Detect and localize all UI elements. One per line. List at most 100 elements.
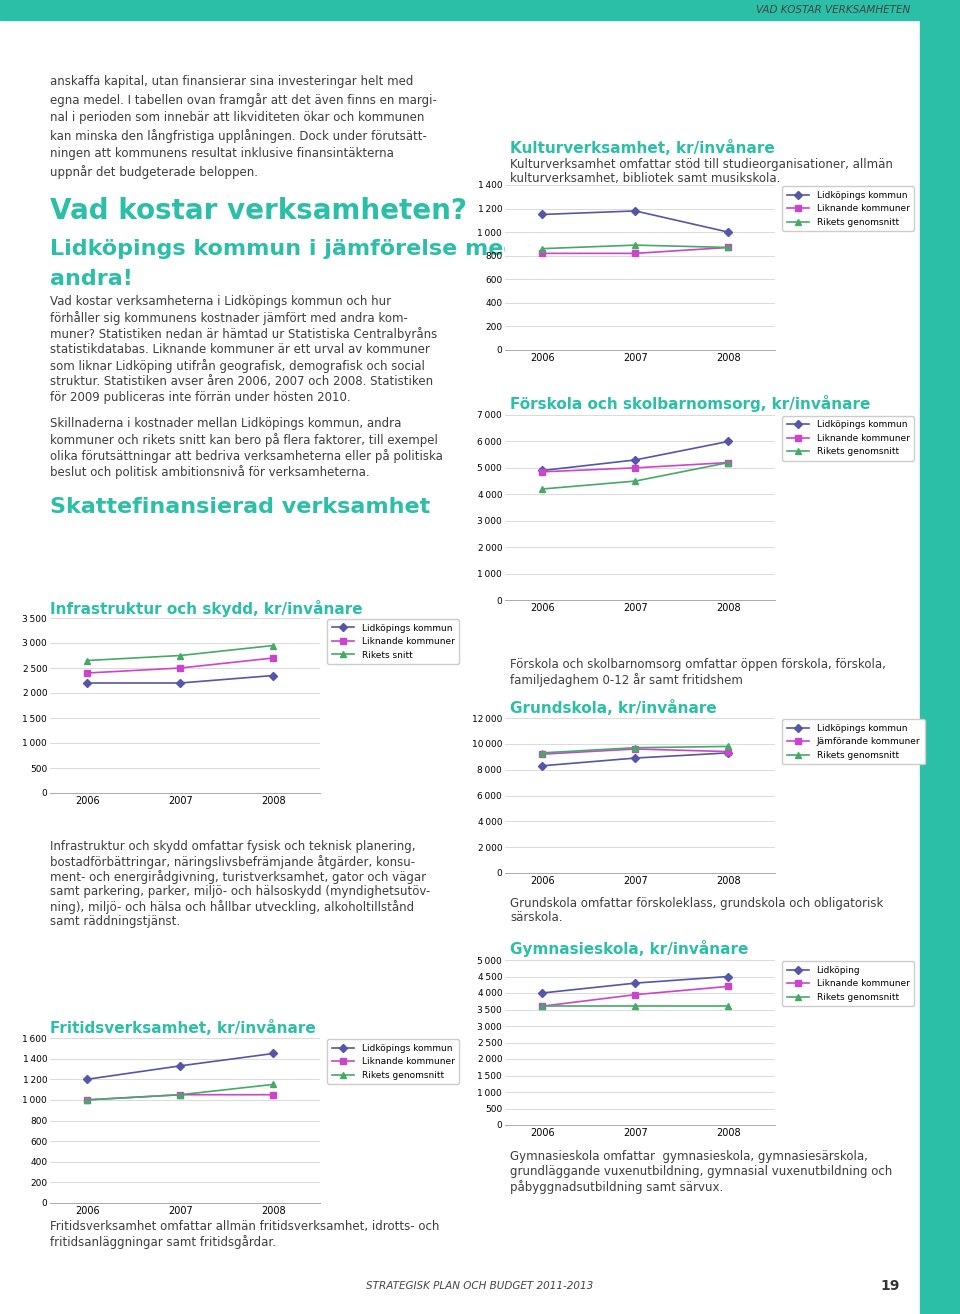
Bar bbox=[0, 0, 960, 20]
Lidköpings kommun bbox=[723, 225, 734, 240]
Legend: Lidköpings kommun, Liknande kommuner, Rikets genomsnitt: Lidköpings kommun, Liknande kommuner, Ri… bbox=[327, 1039, 459, 1084]
Line: Liknande kommuner: Liknande kommuner bbox=[84, 656, 276, 675]
Line: Lidköpings kommun: Lidköpings kommun bbox=[84, 673, 276, 686]
Jämförande kommuner bbox=[537, 746, 548, 762]
Line: Rikets genomsnitt: Rikets genomsnitt bbox=[540, 460, 732, 491]
Rikets genomsnitt bbox=[82, 1092, 93, 1108]
Rikets genomsnitt bbox=[723, 999, 734, 1014]
Text: bostadförbättringar, näringslivsbefrämjande åtgärder, konsu-: bostadförbättringar, näringslivsbefrämja… bbox=[50, 855, 415, 869]
Line: Rikets snitt: Rikets snitt bbox=[84, 643, 276, 664]
Text: Förskola och skolbarnomsorg omfattar öppen förskola, förskola,: Förskola och skolbarnomsorg omfattar öpp… bbox=[510, 658, 886, 671]
Text: som liknar Lidköping utifrån geografisk, demografisk och social: som liknar Lidköping utifrån geografisk,… bbox=[50, 359, 425, 373]
Lidköpings kommun bbox=[537, 758, 548, 774]
Text: 19: 19 bbox=[880, 1279, 900, 1293]
Text: Grundskola, kr/invånare: Grundskola, kr/invånare bbox=[510, 700, 717, 716]
Liknande kommuner bbox=[630, 246, 641, 261]
Legend: Lidköpings kommun, Liknande kommuner, Rikets genomsnitt: Lidköpings kommun, Liknande kommuner, Ri… bbox=[782, 187, 914, 231]
Text: Vad kostar verksamheten?: Vad kostar verksamheten? bbox=[50, 197, 467, 225]
Line: Lidköpings kommun: Lidköpings kommun bbox=[540, 208, 732, 235]
Text: förhåller sig kommunens kostnader jämfört med andra kom-: förhåller sig kommunens kostnader jämför… bbox=[50, 311, 408, 325]
Rikets genomsnitt bbox=[268, 1076, 279, 1092]
Text: uppnår det budgeterade beloppen.: uppnår det budgeterade beloppen. bbox=[50, 166, 258, 179]
Text: ning), miljö- och hälsa och hållbar utveckling, alkoholtillstånd: ning), miljö- och hälsa och hållbar utve… bbox=[50, 900, 414, 915]
Text: struktur. Statistiken avser åren 2006, 2007 och 2008. Statistiken: struktur. Statistiken avser åren 2006, 2… bbox=[50, 374, 433, 388]
Bar bbox=[920, 0, 960, 1314]
Lidköpings kommun bbox=[82, 675, 93, 691]
Lidköpings kommun bbox=[630, 452, 641, 468]
Rikets genomsnitt bbox=[537, 240, 548, 256]
Lidköpings kommun bbox=[723, 434, 734, 449]
Lidköpings kommun bbox=[82, 1071, 93, 1087]
Lidköping bbox=[630, 975, 641, 991]
Text: fritidsanläggningar samt fritidsgårdar.: fritidsanläggningar samt fritidsgårdar. bbox=[50, 1235, 276, 1250]
Rikets genomsnitt bbox=[630, 999, 641, 1014]
Line: Lidköpings kommun: Lidköpings kommun bbox=[540, 439, 732, 473]
Text: Skillnaderna i kostnader mellan Lidköpings kommun, andra: Skillnaderna i kostnader mellan Lidköpin… bbox=[50, 417, 401, 430]
Lidköping bbox=[537, 986, 548, 1001]
Rikets genomsnitt bbox=[723, 455, 734, 470]
Liknande kommuner bbox=[723, 239, 734, 255]
Lidköpings kommun bbox=[268, 1046, 279, 1062]
Text: Kulturverksamhet, kr/invånare: Kulturverksamhet, kr/invånare bbox=[510, 141, 775, 156]
Text: Skattefinansierad verksamhet: Skattefinansierad verksamhet bbox=[50, 497, 430, 516]
Lidköpings kommun bbox=[630, 750, 641, 766]
Rikets genomsnitt bbox=[630, 238, 641, 254]
Text: samt parkering, parker, miljö- och hälsoskydd (myndighetsutöv-: samt parkering, parker, miljö- och hälso… bbox=[50, 886, 430, 897]
Lidköpings kommun bbox=[268, 668, 279, 683]
Text: Grundskola omfattar förskoleklass, grundskola och obligatorisk: Grundskola omfattar förskoleklass, grund… bbox=[510, 897, 883, 911]
Text: familjedaghem 0-12 år samt fritidshem: familjedaghem 0-12 år samt fritidshem bbox=[510, 673, 743, 687]
Text: särskola.: särskola. bbox=[510, 911, 563, 924]
Rikets snitt bbox=[268, 637, 279, 653]
Text: Vad kostar verksamheterna i Lidköpings kommun och hur: Vad kostar verksamheterna i Lidköpings k… bbox=[50, 296, 391, 307]
Rikets genomsnitt bbox=[175, 1087, 186, 1102]
Liknande kommuner bbox=[723, 979, 734, 995]
Text: kan minska den långfristiga upplåningen. Dock under förutsätt-: kan minska den långfristiga upplåningen.… bbox=[50, 129, 427, 143]
Lidköpings kommun bbox=[175, 675, 186, 691]
Text: Lidköpings kommun i jämförelse med: Lidköpings kommun i jämförelse med bbox=[50, 239, 519, 259]
Liknande kommuner bbox=[268, 1087, 279, 1102]
Liknande kommuner bbox=[175, 660, 186, 675]
Line: Liknande kommuner: Liknande kommuner bbox=[84, 1092, 276, 1102]
Text: andra!: andra! bbox=[50, 269, 132, 289]
Legend: Lidköping, Liknande kommuner, Rikets genomsnitt: Lidköping, Liknande kommuner, Rikets gen… bbox=[782, 962, 914, 1007]
Text: olika förutsättningar att bedriva verksamheterna eller på politiska: olika förutsättningar att bedriva verksa… bbox=[50, 449, 443, 463]
Liknande kommuner bbox=[82, 665, 93, 681]
Liknande kommuner bbox=[268, 650, 279, 666]
Text: ment- och energirådgivning, turistverksamhet, gator och vägar: ment- och energirådgivning, turistverksa… bbox=[50, 870, 426, 884]
Line: Lidköpings kommun: Lidköpings kommun bbox=[540, 750, 732, 769]
Rikets genomsnitt bbox=[630, 473, 641, 489]
Text: Kulturverksamhet omfattar stöd till studieorganisationer, allmän: Kulturverksamhet omfattar stöd till stud… bbox=[510, 158, 893, 171]
Liknande kommuner bbox=[537, 464, 548, 480]
Text: Fritidsverksamhet omfattar allmän fritidsverksamhet, idrotts- och: Fritidsverksamhet omfattar allmän fritid… bbox=[50, 1219, 440, 1233]
Jämförande kommuner bbox=[630, 741, 641, 757]
Legend: Lidköpings kommun, Jämförande kommuner, Rikets genomsnitt: Lidköpings kommun, Jämförande kommuner, … bbox=[782, 719, 924, 765]
Lidköpings kommun bbox=[537, 206, 548, 222]
Lidköpings kommun bbox=[723, 745, 734, 761]
Rikets snitt bbox=[82, 653, 93, 669]
Line: Jämförande kommuner: Jämförande kommuner bbox=[540, 746, 732, 757]
Rikets genomsnitt bbox=[537, 999, 548, 1014]
Lidköpings kommun bbox=[175, 1058, 186, 1074]
Liknande kommuner bbox=[82, 1092, 93, 1108]
Text: Gymnasieskola omfattar  gymnasieskola, gymnasiesärskola,: Gymnasieskola omfattar gymnasieskola, gy… bbox=[510, 1150, 868, 1163]
Text: statistikdatabas. Liknande kommuner är ett urval av kommuner: statistikdatabas. Liknande kommuner är e… bbox=[50, 343, 430, 356]
Line: Rikets genomsnitt: Rikets genomsnitt bbox=[540, 1004, 732, 1009]
Legend: Lidköpings kommun, Liknande kommuner, Rikets genomsnitt: Lidköpings kommun, Liknande kommuner, Ri… bbox=[782, 415, 914, 461]
Text: kommuner och rikets snitt kan bero på flera faktorer, till exempel: kommuner och rikets snitt kan bero på fl… bbox=[50, 434, 438, 447]
Text: STRATEGISK PLAN OCH BUDGET 2011-2013: STRATEGISK PLAN OCH BUDGET 2011-2013 bbox=[367, 1281, 593, 1290]
Rikets genomsnitt bbox=[537, 481, 548, 497]
Rikets snitt bbox=[175, 648, 186, 664]
Text: Fritidsverksamhet, kr/invånare: Fritidsverksamhet, kr/invånare bbox=[50, 1020, 316, 1035]
Line: Liknande kommuner: Liknande kommuner bbox=[540, 460, 732, 474]
Line: Lidköping: Lidköping bbox=[540, 974, 732, 996]
Text: VAD KOSTAR VERKSAMHETEN: VAD KOSTAR VERKSAMHETEN bbox=[756, 5, 910, 14]
Jämförande kommuner bbox=[723, 744, 734, 759]
Lidköpings kommun bbox=[537, 463, 548, 478]
Liknande kommuner bbox=[723, 455, 734, 470]
Rikets genomsnitt bbox=[723, 239, 734, 255]
Text: Infrastruktur och skydd omfattar fysisk och teknisk planering,: Infrastruktur och skydd omfattar fysisk … bbox=[50, 840, 416, 853]
Text: Infrastruktur och skydd, kr/invånare: Infrastruktur och skydd, kr/invånare bbox=[50, 600, 363, 618]
Rikets genomsnitt bbox=[630, 740, 641, 756]
Lidköpings kommun bbox=[630, 204, 641, 219]
Line: Rikets genomsnitt: Rikets genomsnitt bbox=[84, 1081, 276, 1102]
